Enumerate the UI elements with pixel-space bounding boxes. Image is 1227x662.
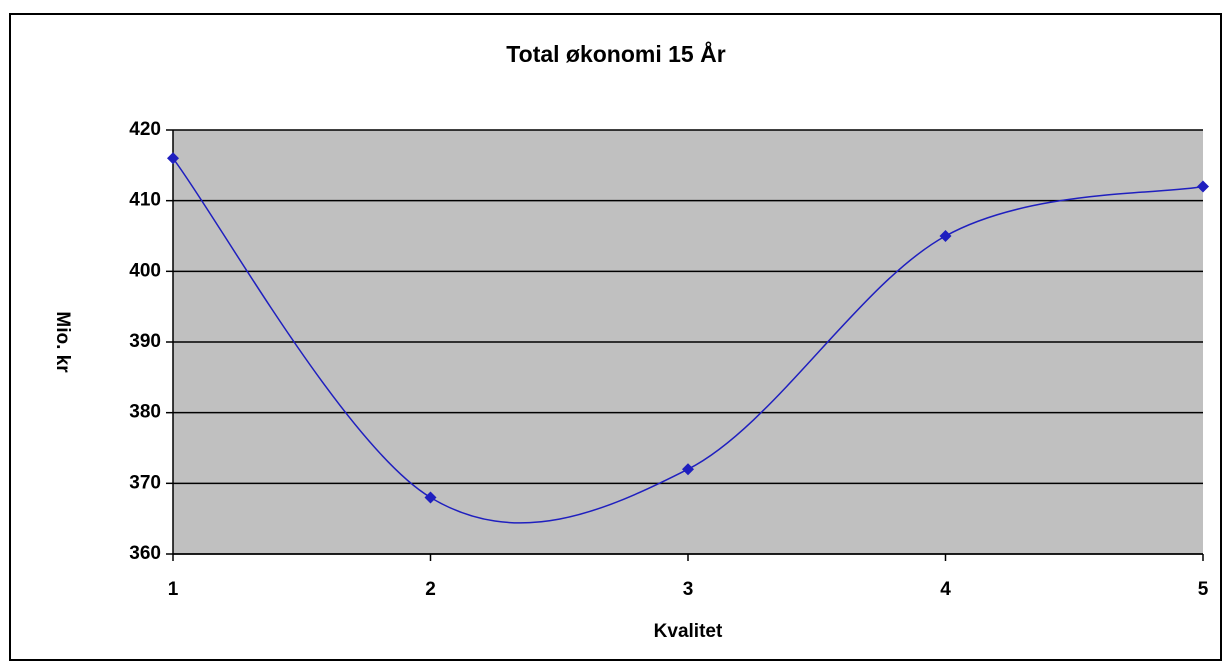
- y-tick-label: 410: [129, 190, 161, 211]
- data-point: [167, 152, 179, 165]
- x-tick-label: 4: [940, 579, 951, 600]
- x-tick-label: 3: [683, 579, 694, 600]
- y-tick-label: 400: [129, 260, 161, 281]
- y-tick-label: 360: [129, 543, 161, 564]
- data-point: [682, 463, 694, 476]
- x-tick-label: 5: [1198, 579, 1209, 600]
- y-tick-label: 380: [129, 402, 161, 423]
- y-tick-label: 390: [129, 331, 161, 352]
- x-axis-label: Kvalitet: [654, 621, 723, 642]
- data-point: [1197, 180, 1209, 193]
- data-point: [939, 230, 952, 242]
- series-line: [172, 157, 1204, 524]
- chart-title: Total økonomi 15 År: [506, 40, 725, 67]
- data-point: [424, 491, 437, 504]
- y-tick-label: 370: [129, 472, 161, 493]
- x-tick-label: 2: [425, 579, 436, 600]
- y-tick-label: 420: [129, 119, 161, 140]
- x-tick-label: 1: [168, 579, 179, 600]
- y-axis-label: Mio. kr: [52, 311, 73, 373]
